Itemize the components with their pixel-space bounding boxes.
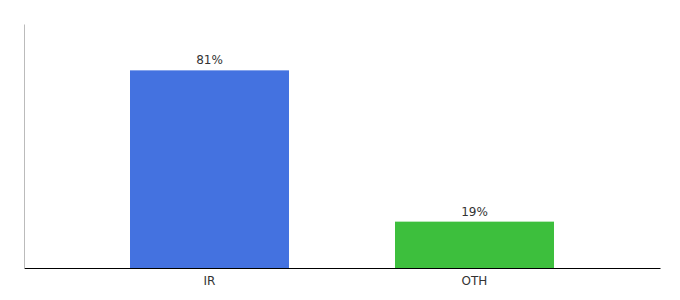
bar — [130, 70, 289, 268]
x-tick-label: OTH — [462, 274, 488, 288]
x-tick: IR — [204, 274, 216, 288]
y-axis-line — [24, 25, 25, 269]
x-tick: OTH — [462, 274, 488, 288]
chart: IR OTH 81% 19% — [0, 0, 680, 300]
x-axis: IR OTH — [25, 269, 661, 288]
y-axis — [24, 25, 25, 269]
data-label: 81% — [196, 53, 223, 67]
data-label: 19% — [461, 205, 488, 219]
plot: IR OTH 81% 19% — [25, 25, 661, 288]
x-axis-line — [25, 268, 661, 269]
x-tick-label: IR — [204, 274, 216, 288]
data-labels: 81% 19% — [196, 53, 488, 218]
bars — [130, 70, 554, 268]
bar — [395, 222, 554, 268]
